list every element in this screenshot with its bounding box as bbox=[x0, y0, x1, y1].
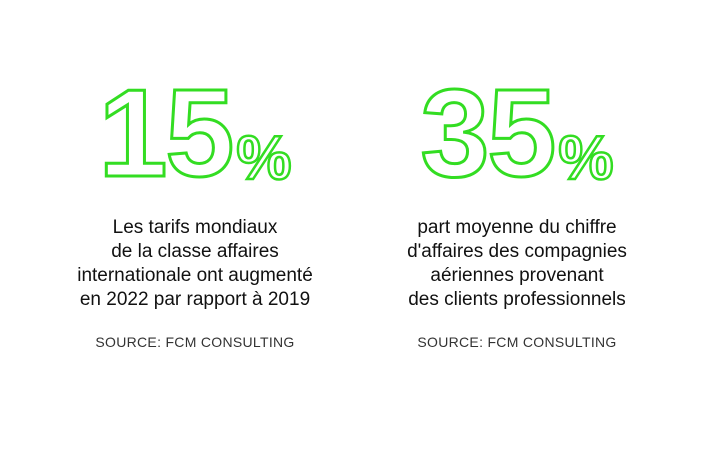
description-line: part moyenne du chiffre bbox=[417, 217, 617, 238]
stat-value-1: 15 % bbox=[30, 71, 360, 198]
description-line: d'affaires des compagnies bbox=[407, 241, 627, 262]
stat-card-2: 35 % part moyenne du chiffre d'affaires … bbox=[352, 71, 682, 351]
stat-number-1: 15 bbox=[97, 65, 236, 203]
percent-sign-2: % bbox=[557, 124, 615, 193]
percent-sign-1: % bbox=[235, 124, 293, 193]
stat-description-1: Les tarifs mondiaux de la classe affaire… bbox=[30, 216, 360, 312]
description-line: en 2022 par rapport à 2019 bbox=[79, 289, 311, 310]
stat-number-2: 35 bbox=[419, 65, 558, 203]
stat-value-2: 35 % bbox=[352, 71, 682, 198]
description-line: de la classe affaires bbox=[111, 241, 279, 262]
description-line: aériennes provenant bbox=[430, 265, 604, 286]
stat-source-1: SOURCE: FCM CONSULTING bbox=[95, 334, 295, 350]
stat-card-1: 15 % Les tarifs mondiaux de la classe af… bbox=[30, 71, 360, 351]
description-line: internationale ont augmenté bbox=[77, 265, 313, 286]
stat-source-2: SOURCE: FCM CONSULTING bbox=[417, 334, 617, 350]
description-line: Les tarifs mondiaux bbox=[112, 217, 278, 238]
stat-description-2: part moyenne du chiffre d'affaires des c… bbox=[352, 216, 682, 312]
description-line: des clients professionnels bbox=[408, 289, 626, 310]
